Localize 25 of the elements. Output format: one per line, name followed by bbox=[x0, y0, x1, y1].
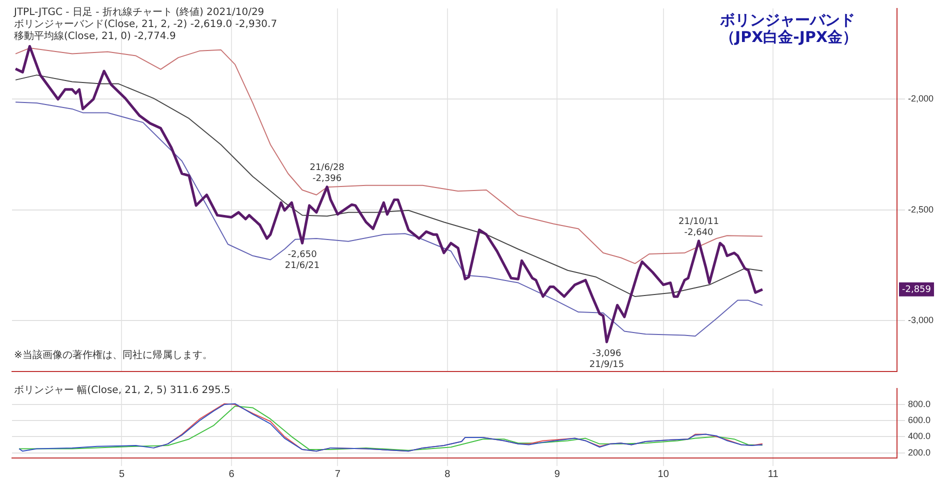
annotation: 21/10/11 -2,640 bbox=[678, 216, 719, 238]
y-tick-label: 400.0 bbox=[908, 431, 931, 442]
y-tick-label: 800.0 bbox=[908, 398, 931, 409]
y-tick-label: -2,000 bbox=[908, 94, 934, 104]
annotation: ボリンジャー 幅(Close, 21, 2, 5) 311.6 295.5 bbox=[14, 385, 230, 397]
x-tick-label: 8 bbox=[444, 468, 451, 480]
annotation: -2,859 bbox=[902, 284, 932, 295]
annotation: 21/6/28 -2,396 bbox=[310, 162, 345, 184]
x-tick-label: 10 bbox=[658, 468, 670, 480]
x-tick-label: 7 bbox=[334, 468, 341, 480]
annotation: ※当該画像の著作権は、同社に帰属します。 bbox=[14, 350, 212, 362]
y-tick-label: 200.0 bbox=[908, 447, 931, 458]
annotation: ボリンジャーバンド(Close, 21, 2, -2) -2,619.0 -2,930.7 bbox=[14, 19, 278, 31]
x-tick-label: 6 bbox=[228, 468, 235, 480]
y-tick-label: -2,500 bbox=[908, 204, 934, 214]
annotation: -3,096 21/9/15 bbox=[589, 348, 624, 370]
x-tick-label: 9 bbox=[554, 468, 560, 480]
x-tick-label: 5 bbox=[118, 468, 125, 480]
y-tick-label: 600.0 bbox=[908, 415, 931, 426]
annotation: -2,650 21/6/21 bbox=[284, 250, 320, 272]
annotation: 移動平均線(Close, 21, 0) -2,774.9 bbox=[14, 31, 176, 43]
annotation: JTPL-JTGC - 日足 - 折れ線チャート (終値) 2021/10/29 bbox=[14, 7, 264, 19]
y-tick-label: -3,000 bbox=[908, 315, 934, 326]
text: ボリンジャーバンド（JPX白金-JPX金） bbox=[720, 11, 859, 46]
x-tick-label: 11 bbox=[768, 468, 779, 480]
